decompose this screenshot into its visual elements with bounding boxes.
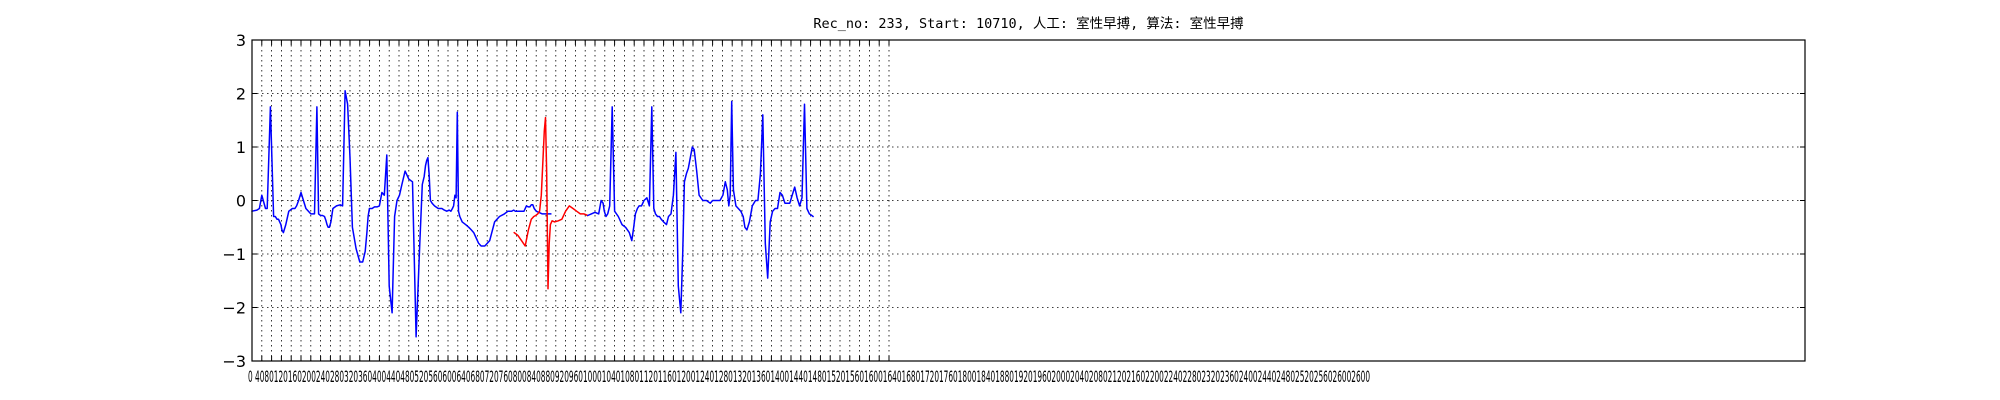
- ecg-trace-segment-2: [513, 116, 589, 290]
- y-tick-label: −2: [222, 299, 246, 318]
- y-tick-label: −3: [222, 352, 246, 371]
- ecg-traces: [251, 90, 814, 338]
- y-tick-label: 1: [236, 138, 246, 157]
- y-tick-label: 0: [236, 192, 246, 211]
- y-tick-label: −1: [222, 245, 246, 264]
- ecg-trace-segment-3: [586, 100, 814, 314]
- x-axis-ticks: [251, 40, 890, 361]
- y-axis-ticks: −3 −2 −1 0 1 2 3: [222, 31, 1805, 371]
- x-axis-tick-labels: 0 40801201602002402803203604004404805205…: [248, 367, 1370, 386]
- y-tick-label: 3: [236, 31, 246, 50]
- ecg-trace-segment-1: [251, 90, 552, 338]
- y-tick-label: 2: [236, 85, 246, 104]
- grid: [252, 40, 1805, 361]
- chart-title: Rec_no: 233, Start: 10710, 人工: 室性早搏, 算法:…: [813, 15, 1243, 32]
